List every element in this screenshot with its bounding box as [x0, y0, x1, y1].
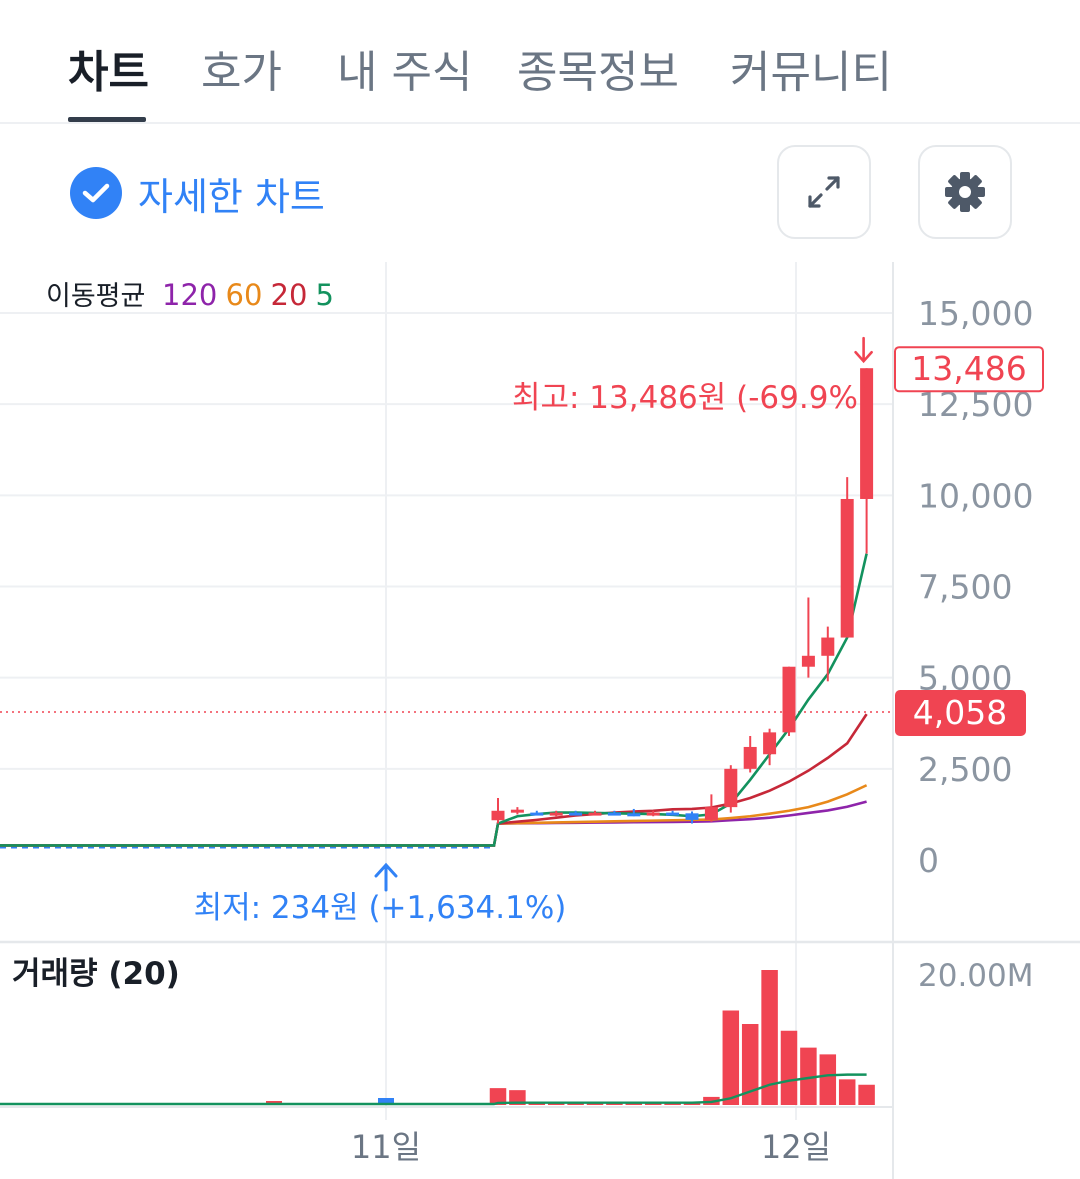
candle-body — [491, 810, 505, 821]
candle-body — [724, 768, 738, 808]
volume-title: 거래량 (20) — [12, 956, 180, 992]
volume-bar — [722, 1010, 740, 1105]
candle-body — [860, 368, 874, 499]
candle-body — [685, 813, 699, 820]
candle-body — [743, 746, 757, 769]
x-tick-label: 11일 — [351, 1128, 421, 1166]
volume-bar — [858, 1084, 875, 1105]
volume-bar — [780, 1030, 798, 1105]
tab-orderbook[interactable]: 호가 — [201, 47, 282, 98]
candle-body — [607, 812, 621, 816]
settings-button[interactable] — [918, 145, 1012, 239]
ma20-line — [0, 713, 868, 847]
candle-body — [549, 812, 563, 816]
volume-bar — [741, 1024, 759, 1105]
detail-chart-toggle[interactable]: 자세한 차트 — [70, 166, 325, 220]
low-price-label: 최저: 234원 (+1,634.1%) — [194, 890, 567, 926]
candle-body — [763, 732, 777, 755]
y-tick-label: 2,500 — [918, 750, 1012, 789]
candle-body — [627, 813, 641, 817]
volume-y-tick: 20.00M — [918, 958, 1034, 994]
candle-body — [801, 655, 815, 667]
ma5-line — [0, 553, 868, 847]
volume-bar — [819, 1054, 837, 1105]
high-price-tag-value: 13,486 — [911, 349, 1026, 388]
active-tab-indicator — [68, 117, 146, 122]
tab-community[interactable]: 커뮤니티 — [730, 47, 892, 98]
ma-legend-item: 20 — [271, 278, 308, 312]
y-tick-label: 0 — [918, 841, 939, 880]
candle-body — [704, 807, 718, 820]
low-arrow-icon — [374, 862, 398, 892]
candle-body — [646, 812, 660, 816]
candle-body — [840, 498, 854, 638]
y-tick-label: 7,500 — [918, 568, 1012, 607]
candle-body — [588, 812, 602, 816]
ma-legend-item: 5 — [316, 278, 334, 312]
volume-bar — [509, 1090, 526, 1105]
ma-legend-label: 이동평균 — [46, 281, 145, 312]
volume-bar — [489, 1088, 507, 1105]
high-arrow-icon — [854, 336, 873, 364]
x-tick-label: 12일 — [761, 1128, 831, 1166]
ma-legend-item: 120 — [162, 278, 217, 312]
candle-body — [530, 812, 544, 816]
current-price-tag-value: 4,058 — [913, 693, 1007, 732]
tab-chart[interactable]: 차트 — [68, 47, 149, 98]
gear-icon — [945, 172, 985, 212]
y-tick-label: 15,000 — [918, 294, 1033, 333]
volume-ma-line — [0, 1073, 867, 1106]
tab-bar: 차트 호가 내 주식 종목정보 커뮤니티 — [0, 0, 1080, 124]
candle-body — [782, 666, 796, 733]
current-price-tag — [895, 690, 1026, 737]
candle-body — [510, 809, 524, 813]
volume-bar — [761, 970, 778, 1105]
volume-bar — [800, 1047, 817, 1105]
expand-arrows-icon — [808, 176, 840, 208]
high-price-label: 최고: 13,486원 (-69.9%) — [512, 380, 870, 416]
y-tick-label: 10,000 — [918, 476, 1033, 515]
ma-legend-item: 60 — [226, 278, 263, 312]
detail-chart-label: 자세한 차트 — [138, 174, 325, 219]
ma60-line — [0, 784, 868, 847]
ma120-line — [0, 800, 867, 847]
check-circle-icon — [70, 167, 122, 219]
high-price-tag — [894, 346, 1044, 393]
expand-button[interactable] — [777, 145, 871, 239]
volume-bar — [378, 1098, 394, 1105]
volume-bar — [838, 1079, 856, 1105]
tab-my-stock[interactable]: 내 주식 — [337, 47, 473, 98]
candle-body — [569, 812, 583, 816]
tab-stock-info[interactable]: 종목정보 — [517, 47, 679, 98]
candle-body — [821, 637, 835, 656]
candle-body — [666, 812, 680, 816]
